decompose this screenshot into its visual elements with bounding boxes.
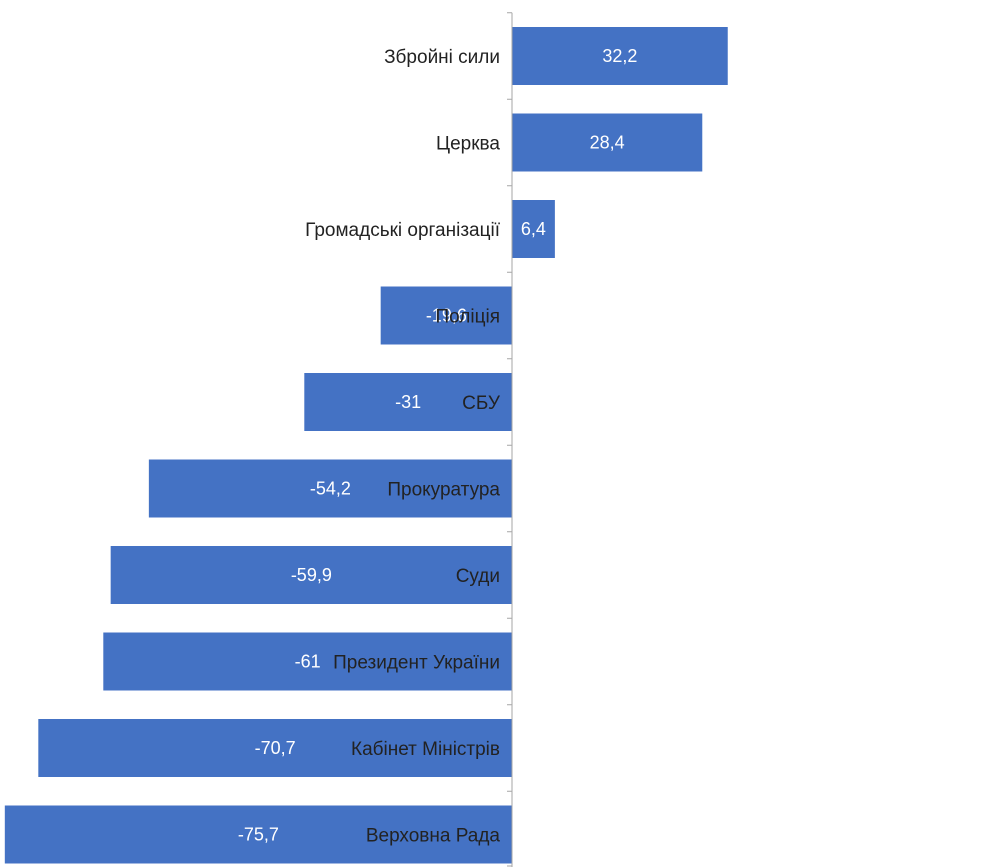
data-label: -70,7 — [255, 738, 296, 758]
bars-group — [4, 27, 728, 864]
category-label: Церква — [436, 134, 500, 155]
bar — [110, 546, 513, 604]
category-label: Верховна Рада — [366, 826, 501, 847]
bar — [512, 27, 728, 85]
bar — [148, 459, 513, 518]
category-label: Суди — [456, 566, 500, 587]
bar — [103, 632, 513, 691]
bar — [4, 805, 513, 864]
data-label: -54,2 — [310, 479, 351, 499]
bar — [512, 113, 703, 172]
category-label: Прокуратура — [387, 480, 500, 501]
data-label: -59,9 — [291, 565, 332, 585]
data-label: -19,6 — [426, 306, 467, 326]
category-label: СБУ — [462, 393, 501, 414]
category-label: Громадські організації — [305, 220, 501, 241]
data-label: 28,4 — [590, 133, 625, 153]
data-label: 6,4 — [521, 219, 546, 239]
data-label: -61 — [295, 652, 321, 672]
category-label: Кабінет Міністрів — [351, 739, 500, 760]
category-label: Президент України — [333, 653, 500, 674]
category-label: Поліція — [435, 307, 500, 328]
data-label: -75,7 — [238, 825, 279, 845]
bar — [38, 719, 513, 777]
bar — [304, 373, 512, 431]
labels-group: 32,2 Збройні сили 28,4 Церква 6,4 Громадські … — [238, 46, 638, 847]
data-label: 32,2 — [602, 46, 637, 66]
bar — [380, 286, 512, 345]
category-label: Збройні сили — [384, 47, 500, 68]
category-axis — [507, 12, 513, 867]
bar — [512, 200, 555, 258]
data-label: -31 — [395, 392, 421, 412]
